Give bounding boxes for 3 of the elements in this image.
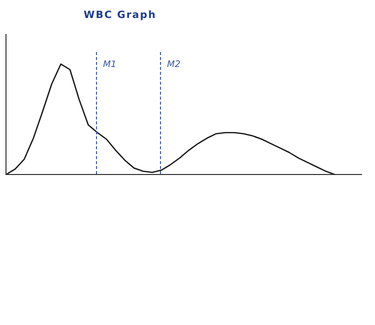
annotation: M1: [103, 60, 116, 70]
chart-title: WBC Graph: [82, 10, 158, 21]
annotation: M2: [167, 60, 180, 70]
